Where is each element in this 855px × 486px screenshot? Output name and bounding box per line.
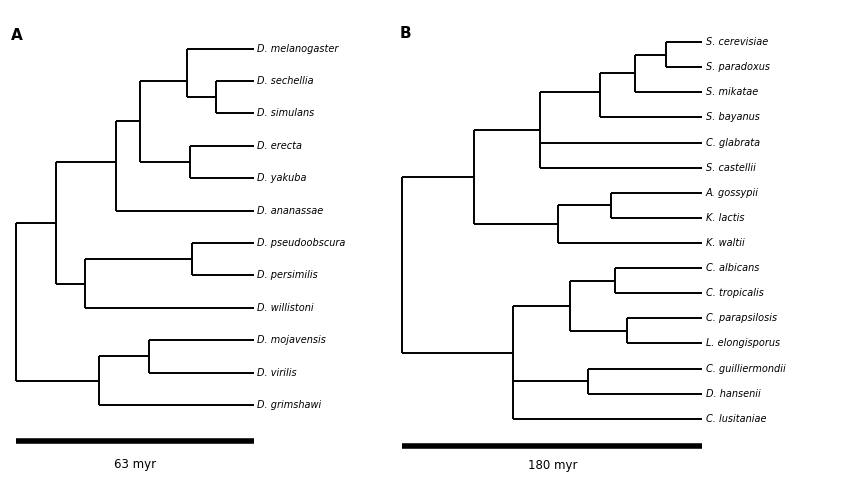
Text: A. gossypii: A. gossypii bbox=[706, 188, 759, 198]
Text: D. persimilis: D. persimilis bbox=[257, 270, 318, 280]
Text: C. albicans: C. albicans bbox=[706, 263, 759, 273]
Text: C. lusitaniae: C. lusitaniae bbox=[706, 414, 766, 424]
Text: 180 myr: 180 myr bbox=[528, 459, 577, 472]
Text: D. simulans: D. simulans bbox=[257, 108, 315, 119]
Text: L. elongisporus: L. elongisporus bbox=[706, 338, 780, 348]
Text: S. paradoxus: S. paradoxus bbox=[706, 62, 770, 72]
Text: S. mikatae: S. mikatae bbox=[706, 87, 758, 97]
Text: D. melanogaster: D. melanogaster bbox=[257, 44, 339, 53]
Text: B: B bbox=[399, 26, 411, 41]
Text: D. grimshawi: D. grimshawi bbox=[257, 400, 321, 410]
Text: D. mojavensis: D. mojavensis bbox=[257, 335, 327, 345]
Text: S. castellii: S. castellii bbox=[706, 163, 756, 173]
Text: D. ananassae: D. ananassae bbox=[257, 206, 323, 216]
Text: D. hansenii: D. hansenii bbox=[706, 389, 761, 399]
Text: D. sechellia: D. sechellia bbox=[257, 76, 314, 86]
Text: K. waltii: K. waltii bbox=[706, 238, 745, 248]
Text: K. lactis: K. lactis bbox=[706, 213, 745, 223]
Text: C. parapsilosis: C. parapsilosis bbox=[706, 313, 777, 323]
Text: D. willistoni: D. willistoni bbox=[257, 303, 314, 313]
Text: C. glabrata: C. glabrata bbox=[706, 138, 760, 148]
Text: D. erecta: D. erecta bbox=[257, 141, 303, 151]
Text: D. yakuba: D. yakuba bbox=[257, 173, 307, 183]
Text: C. tropicalis: C. tropicalis bbox=[706, 288, 764, 298]
Text: A: A bbox=[11, 28, 23, 43]
Text: C. guilliermondii: C. guilliermondii bbox=[706, 364, 786, 374]
Text: D. pseudoobscura: D. pseudoobscura bbox=[257, 238, 345, 248]
Text: 63 myr: 63 myr bbox=[114, 458, 156, 471]
Text: S. bayanus: S. bayanus bbox=[706, 112, 760, 122]
Text: D. virilis: D. virilis bbox=[257, 367, 297, 378]
Text: S. cerevisiae: S. cerevisiae bbox=[706, 37, 769, 47]
